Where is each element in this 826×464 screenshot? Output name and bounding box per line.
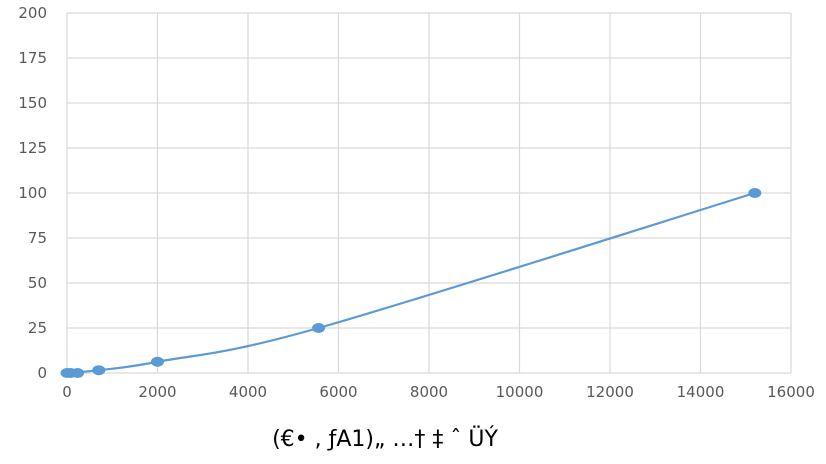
data-point: [151, 356, 164, 367]
y-tick-label: 175: [18, 49, 47, 67]
data-points: [60, 188, 762, 378]
x-tick-label: 14000: [677, 383, 725, 401]
y-tick-label: 150: [18, 94, 47, 112]
x-tick-label: 16000: [767, 383, 815, 401]
data-point: [92, 365, 106, 376]
x-tick-label: 4000: [229, 383, 267, 401]
y-axis-ticks: 0 25 50 75 100 125 150 175 200: [18, 4, 47, 382]
y-tick-label: 200: [18, 4, 47, 22]
x-tick-label: 12000: [586, 383, 634, 401]
y-tick-label: 50: [28, 274, 47, 292]
data-point: [312, 323, 326, 333]
x-tick-label: 10000: [496, 383, 544, 401]
y-tick-label: 100: [18, 184, 47, 202]
y-tick-label: 75: [28, 229, 47, 247]
y-tick-label: 0: [37, 364, 47, 382]
x-tick-label: 0: [62, 383, 72, 401]
grid-lines: [66, 12, 792, 374]
data-point: [71, 368, 85, 378]
x-axis-label: (€• , ƒA1)„ …† ‡ ˆ ÜÝ: [272, 426, 498, 452]
y-tick-label: 25: [28, 319, 47, 337]
x-tick-label: 8000: [410, 383, 448, 401]
x-axis-ticks: 0 2000 4000 6000 8000 10000 12000 14000 16000: [62, 383, 815, 401]
y-tick-label: 125: [18, 139, 47, 157]
x-tick-label: 2000: [138, 383, 176, 401]
x-tick-label: 6000: [319, 383, 357, 401]
data-point: [748, 188, 762, 198]
